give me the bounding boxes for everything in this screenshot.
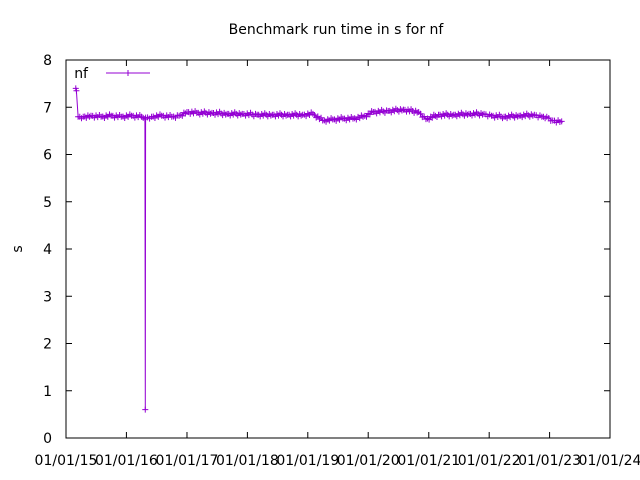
data-point [459,111,466,118]
data-point [167,111,174,118]
y-tick-label: 5 [43,195,52,211]
data-point [140,114,147,121]
x-tick-label: 01/01/19 [276,453,339,469]
data-point [368,108,375,115]
data-point [146,115,153,122]
legend-marker-nf [125,70,131,76]
y-tick-label: 6 [43,148,52,164]
y-tick-label: 8 [43,53,52,69]
data-point [517,112,524,119]
data-point [73,87,80,94]
y-tick-label: 2 [43,337,52,353]
data-point [502,113,509,120]
y-axis-label: s [10,245,26,252]
data-point [348,113,355,120]
series-group [72,85,565,413]
chart-title: Benchmark run time in s for nf [229,22,445,38]
x-tick-label: 01/01/21 [397,453,460,469]
data-point [514,113,521,120]
y-tick-label: 7 [43,100,52,116]
data-point [126,111,133,118]
data-point [433,113,440,120]
data-point [156,111,163,118]
x-tick-label: 01/01/15 [35,453,98,469]
data-point [556,119,563,126]
data-point [421,113,428,120]
data-point [136,111,143,118]
data-point [366,111,373,118]
y-tick-label: 3 [43,289,52,305]
data-point [283,112,290,119]
data-point [318,114,325,121]
data-point [116,111,123,118]
data-point [207,110,214,117]
x-tick-label: 01/01/20 [337,453,400,469]
y-tick-label: 4 [43,242,52,258]
x-tick-label: 01/01/24 [579,453,640,469]
x-tick-label: 01/01/16 [95,453,158,469]
data-point [363,113,370,120]
data-point [86,113,93,120]
data-point [536,112,543,119]
x-tick-label: 01/01/17 [156,453,219,469]
data-point [106,111,113,118]
data-point [237,111,244,118]
data-point [398,107,405,114]
data-point [252,110,259,117]
data-point [192,108,199,115]
data-point [96,111,103,118]
data-point [449,112,456,119]
data-point [328,115,335,122]
legend: nf [74,66,150,82]
data-point [417,110,424,117]
data-point [452,111,459,118]
data-point [464,111,471,118]
data-point [179,112,186,119]
x-tick-label: 01/01/22 [458,453,521,469]
data-point [308,109,315,116]
data-point [525,112,532,119]
data-point [267,112,274,119]
x-tick-label: 01/01/23 [518,453,581,469]
data-point [510,113,517,120]
data-point [142,406,149,413]
data-point [383,107,390,114]
data-point [222,111,229,118]
y-tick-label: 1 [43,384,52,400]
x-tick-label: 01/01/18 [216,453,279,469]
axes-group: 01234567801/01/1501/01/1601/01/1701/01/1… [35,53,640,469]
data-point [486,111,493,118]
data-point [338,114,345,121]
series-line-nf [75,88,562,410]
legend-label-nf: nf [74,66,89,82]
data-point [414,109,421,116]
y-tick-label: 0 [43,431,52,447]
